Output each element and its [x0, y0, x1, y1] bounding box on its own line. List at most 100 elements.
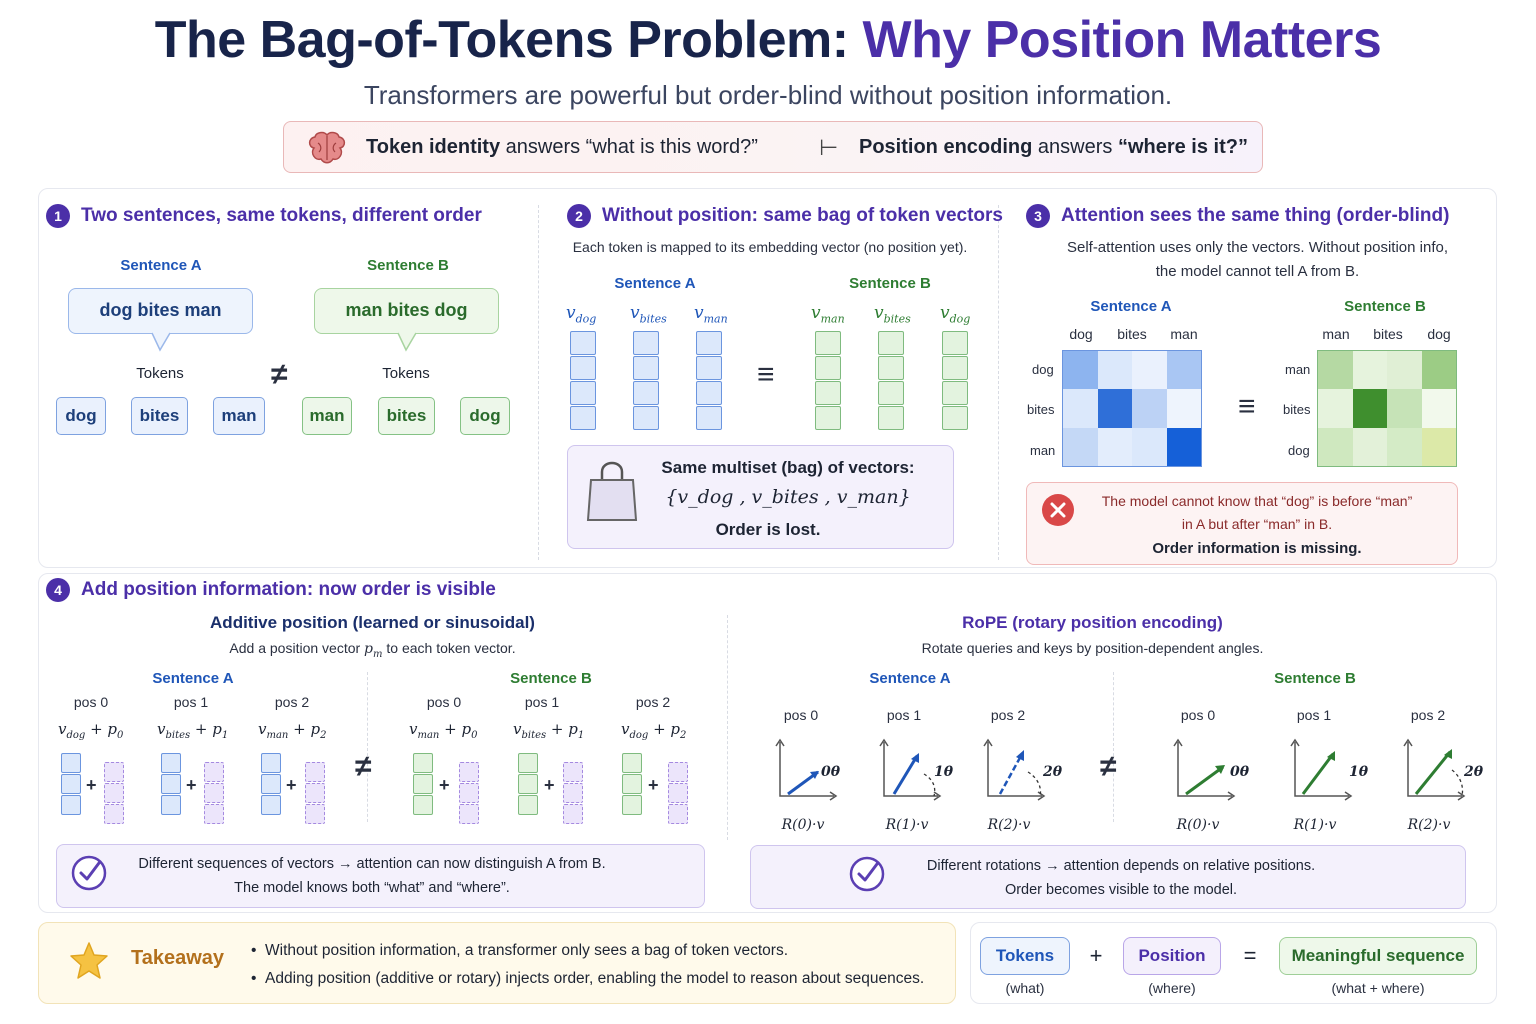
- rotation-diagram: [775, 738, 838, 801]
- position-vector: [104, 762, 124, 825]
- pos-label: pos 1: [173, 694, 209, 710]
- position-sub: (where): [1148, 980, 1196, 996]
- angle-label: 0θ: [1230, 764, 1250, 780]
- token-chip: dog: [56, 397, 106, 435]
- plus-sign: +: [648, 775, 659, 795]
- takeaway-bullet: • Without position information, a transf…: [251, 942, 788, 959]
- vector-label: vbites: [874, 303, 911, 326]
- angle-label: 2θ: [1464, 764, 1484, 780]
- vector-label: vman: [694, 303, 728, 326]
- sum-expression: vbites + p1: [513, 720, 585, 741]
- tokens-label-a: Tokens: [136, 365, 184, 382]
- pos-label: pos 0: [783, 707, 819, 723]
- result-pill: Meaningful sequence: [1279, 937, 1477, 975]
- sentence-b-label: Sentence B: [1274, 670, 1356, 687]
- angle-label: 1θ: [934, 764, 954, 780]
- banner-right: Position encoding answers “where is it?”: [859, 136, 1248, 158]
- sentence-b-label: Sentence B: [367, 257, 449, 274]
- equivalent-sign: ≡: [757, 358, 775, 391]
- panel2-desc: Each token is mapped to its embedding ve…: [572, 239, 968, 255]
- token-chip: man: [213, 397, 265, 435]
- matrix-row-label: man: [1030, 443, 1056, 458]
- additive-note: Different sequences of vectors → attenti…: [138, 856, 606, 872]
- banner-left: Token identity answers “what is this wor…: [366, 136, 758, 158]
- divider: [998, 205, 999, 560]
- warning-text-bold: Order information is missing.: [1152, 540, 1362, 557]
- sentence-b-bubble: man bites dog: [314, 288, 499, 334]
- warning-text: in A but after “man” in B.: [1181, 516, 1333, 532]
- rope-note: Different rotations → attention depends …: [926, 858, 1316, 874]
- takeaway-label: Takeaway: [131, 947, 225, 969]
- tokens-pill: Tokens: [980, 937, 1070, 975]
- title-accent: Why Position Matters: [862, 11, 1382, 69]
- token-chip: bites: [378, 397, 435, 435]
- position-vector: [459, 762, 479, 825]
- title-main: The Bag-of-Tokens Problem:: [154, 11, 863, 69]
- sentence-a-label: Sentence A: [614, 275, 696, 292]
- page-subtitle: Transformers are powerful but order-blin…: [363, 80, 1173, 110]
- panel4-title: Add position information: now order is v…: [81, 579, 496, 600]
- page-title: The Bag-of-Tokens Problem: Why Position …: [0, 10, 1536, 70]
- bag-set: {v_dog , v_bites , v_man}: [665, 486, 911, 508]
- rotation-diagram: [879, 738, 942, 801]
- position-vector: [305, 762, 325, 825]
- rope-note: Order becomes visible to the model.: [1004, 882, 1238, 898]
- token-vector: [518, 753, 538, 816]
- tokens-label-b: Tokens: [382, 365, 430, 382]
- rotation-caption: R(0)·v: [781, 817, 825, 833]
- plus-sign: +: [544, 775, 555, 795]
- equation-box: Tokens (what) + Position (where) = Meani…: [970, 922, 1497, 1004]
- token-vector: [261, 753, 281, 816]
- sum-expression: vman + p0: [409, 720, 478, 741]
- not-equal-sign: ≠: [355, 750, 372, 783]
- matrix-row-label: bites: [1027, 402, 1055, 417]
- angle-label: 1θ: [1349, 764, 1369, 780]
- banner-arrow: ⊢: [819, 135, 839, 160]
- rotation-caption: R(1)·v: [1293, 817, 1337, 833]
- pos-label: pos 0: [426, 694, 462, 710]
- star-icon: [70, 942, 108, 979]
- additive-desc: Add a position vector pm to each token v…: [229, 640, 516, 660]
- embedding-vector: [878, 331, 904, 431]
- token-vector: [161, 753, 181, 816]
- bag-icon: [586, 461, 638, 521]
- position-vector: [563, 762, 583, 825]
- not-equal-sign: ≠: [271, 358, 288, 391]
- error-x-icon: [1042, 494, 1074, 526]
- brain-icon: [308, 131, 346, 164]
- sum-expression: vbites + p1: [157, 720, 229, 741]
- takeaway-bullet: • Adding position (additive or rotary) i…: [251, 970, 925, 987]
- position-pill: Position: [1123, 937, 1221, 975]
- panel2-title: Without position: same bag of token vect…: [602, 205, 1003, 226]
- matrix-col-label: bites: [1117, 326, 1147, 342]
- attention-matrix-a: [1062, 350, 1202, 467]
- vector-label: vdog: [566, 303, 597, 326]
- plus-sign: +: [86, 775, 97, 795]
- sentence-a-label: Sentence A: [120, 257, 202, 274]
- rotation-diagram: [983, 738, 1046, 801]
- pos-label: pos 2: [990, 707, 1026, 723]
- plus-sign: +: [439, 775, 450, 795]
- bag-title: Same multiset (bag) of vectors:: [661, 458, 915, 477]
- sum-expression: vdog + p0: [58, 720, 124, 741]
- pos-label: pos 1: [524, 694, 560, 710]
- sum-expression: vdog + p2: [621, 720, 687, 741]
- token-chip: dog: [460, 397, 510, 435]
- token-chip: bites: [131, 397, 188, 435]
- matrix-row-label: dog: [1288, 443, 1310, 458]
- warning-text: The model cannot know that “dog” is befo…: [1101, 493, 1413, 509]
- divider: [727, 615, 728, 840]
- vector-label: vdog: [940, 303, 971, 326]
- token-vector: [622, 753, 642, 816]
- rotation-caption: R(1)·v: [885, 817, 929, 833]
- result-sub: (what + where): [1331, 980, 1425, 996]
- additive-title: Additive position (learned or sinusoidal…: [210, 613, 535, 632]
- rotation-diagram: [1403, 738, 1466, 801]
- position-vector: [668, 762, 688, 825]
- matrix-col-label: man: [1322, 326, 1350, 342]
- rope-note-box: Different rotations → attention depends …: [750, 845, 1466, 909]
- plus-sign: +: [186, 775, 197, 795]
- warning-box: The model cannot know that “dog” is befo…: [1026, 482, 1458, 565]
- token-vector: [413, 753, 433, 816]
- step-number-1: 1: [46, 204, 70, 228]
